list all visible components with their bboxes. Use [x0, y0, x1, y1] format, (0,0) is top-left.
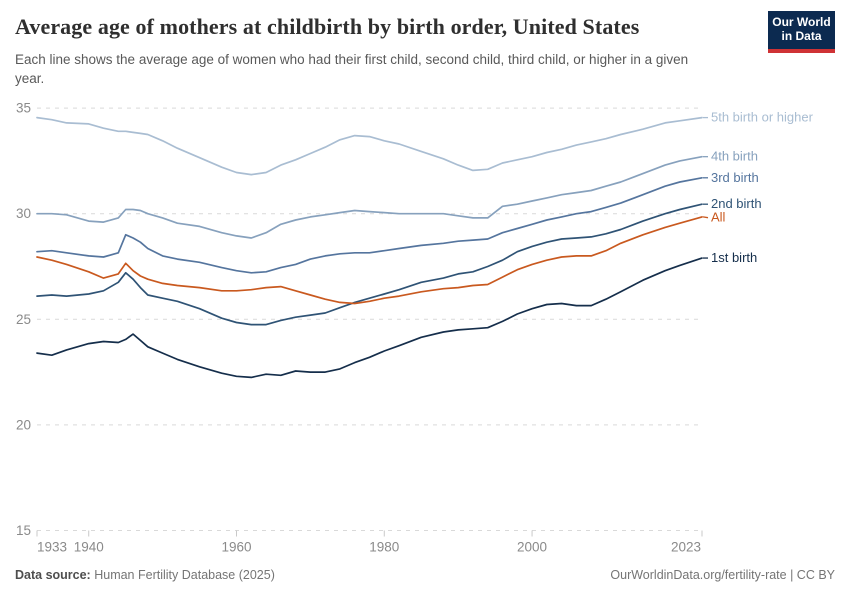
- series-line-all[interactable]: [36, 216, 703, 305]
- y-axis-label-30: 30: [16, 206, 31, 221]
- x-axis-label-1960: 1960: [221, 540, 251, 555]
- data-source-value: Human Fertility Database (2025): [94, 568, 275, 582]
- x-axis-label-2023: 2023: [671, 540, 701, 555]
- x-axis-label-1933: 1933: [37, 540, 67, 555]
- legend-connector: [702, 216, 709, 219]
- y-axis-label-15: 15: [16, 523, 31, 538]
- footer-link[interactable]: OurWorldinData.org/fertility-rate | CC B…: [610, 568, 835, 582]
- series-label-1st-birth[interactable]: 1st birth: [711, 250, 757, 265]
- y-axis-label-35: 35: [16, 101, 31, 116]
- x-axis-label-1940: 1940: [74, 540, 104, 555]
- chart-footer: Data source: Human Fertility Database (2…: [15, 568, 835, 582]
- data-source-note: Data source: Human Fertility Database (2…: [15, 568, 275, 582]
- x-axis-label-1980: 1980: [369, 540, 399, 555]
- y-axis-label-25: 25: [16, 312, 31, 327]
- series-line-4th-birth[interactable]: [36, 155, 703, 239]
- series-label-4th-birth[interactable]: 4th birth: [711, 149, 758, 164]
- series-line-5th-birth-or-higher[interactable]: [36, 116, 703, 176]
- owid-logo[interactable]: Our World in Data: [768, 11, 835, 53]
- owid-logo-line2: in Data: [781, 29, 822, 43]
- series-line-3rd-birth[interactable]: [36, 176, 703, 274]
- series-label-all[interactable]: All: [711, 210, 726, 225]
- series-line-2nd-birth[interactable]: [36, 203, 703, 326]
- y-axis-label-20: 20: [16, 417, 31, 432]
- series-label-3rd-birth[interactable]: 3rd birth: [711, 170, 759, 185]
- chart-title: Average age of mothers at childbirth by …: [15, 14, 640, 39]
- series-label-2nd-birth[interactable]: 2nd birth: [711, 196, 762, 211]
- x-axis-label-2000: 2000: [517, 540, 547, 555]
- series-line-1st-birth[interactable]: [36, 257, 703, 379]
- owid-logo-line1: Our World: [772, 15, 831, 29]
- series-label-5th-birth-or-higher[interactable]: 5th birth or higher: [711, 110, 814, 125]
- chart-subtitle: Each line shows the average age of women…: [15, 52, 689, 86]
- data-source-label: Data source:: [15, 568, 91, 582]
